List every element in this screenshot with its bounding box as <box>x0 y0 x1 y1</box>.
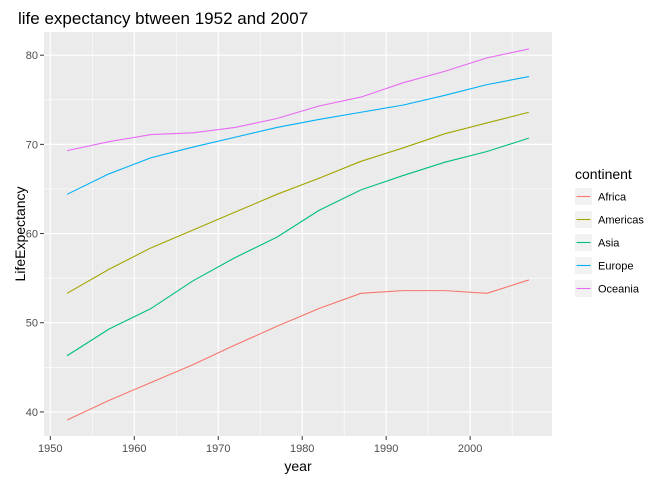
y-tick-label: 50 <box>26 318 38 330</box>
legend-label-asia: Asia <box>598 238 620 250</box>
series-line-europe <box>66 76 530 195</box>
y-axis-title: LifeExpectancy <box>12 187 28 282</box>
legend-title: continent <box>575 166 632 182</box>
major-gridlines <box>44 32 552 436</box>
legend-label-africa: Africa <box>598 192 627 204</box>
series-line-oceania <box>66 48 530 152</box>
legend-label-americas: Americas <box>598 215 644 227</box>
series-line-americas <box>66 111 530 294</box>
x-axis-title: year <box>284 458 312 474</box>
y-tick-label: 60 <box>26 229 38 241</box>
y-tick-label: 70 <box>26 139 38 151</box>
series-lines <box>66 48 530 421</box>
x-tick-label: 1990 <box>374 443 398 455</box>
x-tick-label: 1950 <box>38 443 62 455</box>
legend: continent Africa Americas Asia Europe Oceani… <box>575 166 644 297</box>
x-tick-label: 2000 <box>458 443 482 455</box>
y-tick-label: 40 <box>26 407 38 419</box>
y-tick-label: 80 <box>26 50 38 62</box>
chart-title: life expectancy btween 1952 and 2007 <box>18 9 308 28</box>
series-line-africa <box>66 279 530 421</box>
x-tick-label: 1960 <box>122 443 146 455</box>
legend-label-europe: Europe <box>598 261 633 273</box>
legend-label-oceania: Oceania <box>598 284 640 296</box>
x-tick-label: 1970 <box>206 443 230 455</box>
axes: 1950 1960 1970 1980 1990 2000 40 50 60 70 80 <box>26 50 483 455</box>
x-tick-label: 1980 <box>290 443 314 455</box>
series-line-asia <box>66 137 530 357</box>
